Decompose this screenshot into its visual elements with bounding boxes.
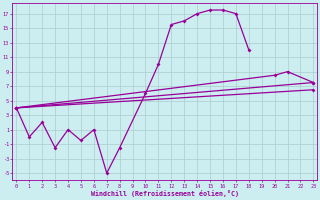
X-axis label: Windchill (Refroidissement éolien,°C): Windchill (Refroidissement éolien,°C) <box>91 190 239 197</box>
